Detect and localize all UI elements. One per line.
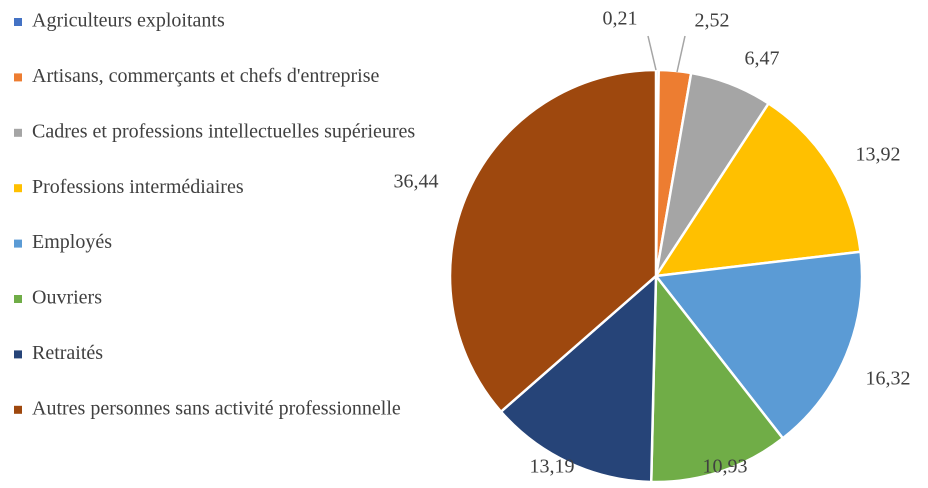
data-label: 36,44 (394, 171, 439, 193)
legend-swatch (14, 405, 22, 414)
pie-slice (499, 273, 658, 484)
legend-label: Ouvriers (32, 287, 102, 309)
data-label: 16,32 (866, 368, 911, 390)
pie-slice (649, 272, 785, 484)
legend-label: Autres personnes sans activité professio… (32, 397, 401, 419)
legend-label: Professions intermédiaires (32, 176, 244, 198)
legend-swatch (14, 239, 22, 248)
pie-slice (448, 68, 658, 414)
legend: Agriculteurs exploitants Artisans, commer… (14, 10, 415, 419)
legend-swatch (14, 128, 22, 137)
legend-label: Retraités (32, 342, 103, 364)
legend-swatch (14, 18, 22, 26)
legend-label: Agriculteurs exploitants (32, 10, 225, 32)
legend-label: Cadres et professions intellectuelles su… (32, 120, 415, 142)
data-labels: 0,21 2,52 6,47 13,92 16,32 10,93 13,19 36,44 (394, 8, 911, 478)
pie-slice (653, 250, 864, 441)
data-label: 13,92 (856, 144, 901, 166)
legend-swatch (14, 350, 22, 359)
data-label: 10,93 (703, 456, 748, 478)
data-label: 0,21 (603, 8, 638, 30)
pie-slice (653, 101, 862, 278)
data-label: 6,47 (745, 48, 780, 70)
legend-swatch (14, 184, 22, 193)
legend-label: Employés (32, 231, 112, 253)
legend-swatch (14, 295, 22, 303)
pie (448, 68, 864, 484)
data-label: 13,19 (530, 456, 575, 478)
leader-line (676, 35, 686, 73)
legend-label: Artisans, commerçants et chefs d'entrepr… (32, 65, 379, 87)
data-label: 2,52 (695, 10, 730, 32)
leader-line (647, 35, 657, 71)
legend-swatch (14, 73, 22, 82)
